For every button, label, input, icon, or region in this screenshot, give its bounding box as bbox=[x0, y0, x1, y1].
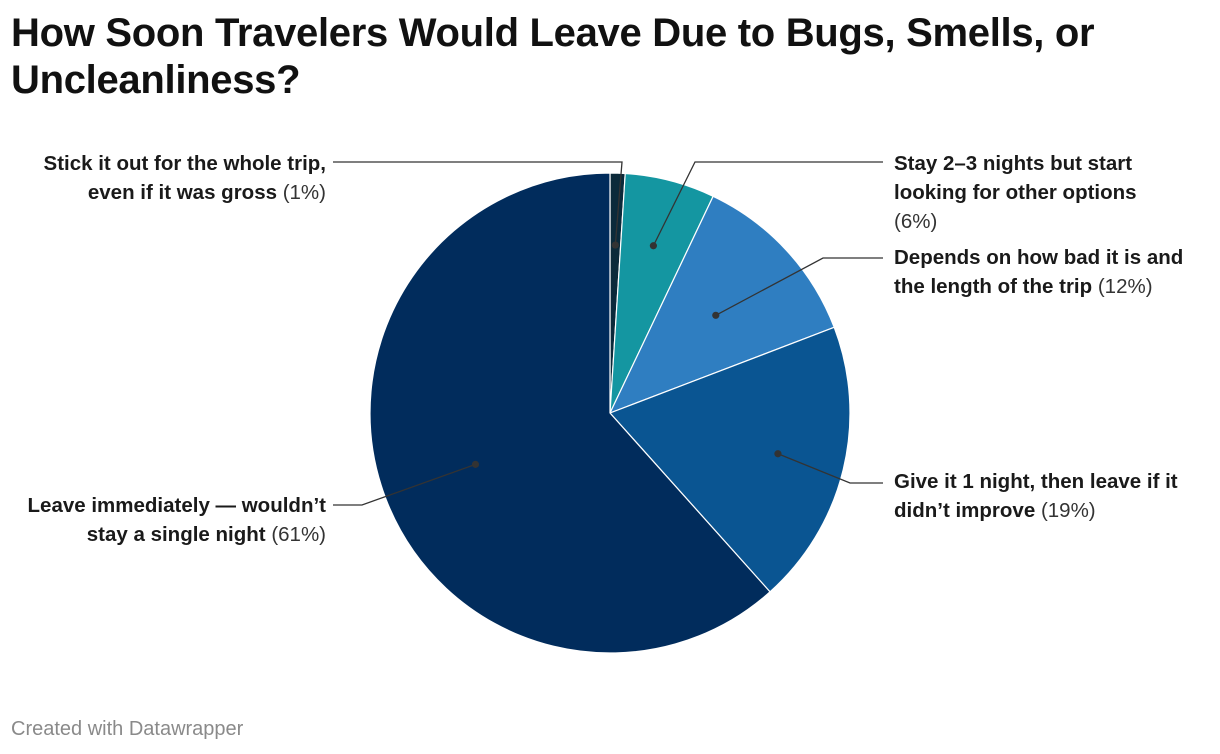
leader-dot-stay-2-3-nights bbox=[649, 242, 657, 250]
label-text: Depends on how bad it is and the length … bbox=[894, 246, 1184, 298]
label-leave-immediately: Leave immediately — wouldn’t stay a sing… bbox=[26, 491, 326, 549]
label-give-it-1-night: Give it 1 night, then leave if it didn’t… bbox=[894, 467, 1214, 525]
leader-dot-give-it-1-night bbox=[774, 450, 782, 458]
label-depends: Depends on how bad it is and the length … bbox=[894, 243, 1214, 301]
leader-dot-depends bbox=[712, 311, 720, 319]
leader-dot-stick-it-out bbox=[611, 241, 619, 249]
label-text: Give it 1 night, then leave if it didn’t… bbox=[894, 470, 1178, 522]
label-stay-2-3-nights: Stay 2–3 nights but start looking for ot… bbox=[894, 149, 1184, 236]
pie-slice-depends bbox=[609, 195, 835, 414]
pie-slice-leave-immediately bbox=[369, 172, 771, 654]
leader-line-depends bbox=[715, 257, 883, 316]
footer-credit: Created with Datawrapper bbox=[11, 718, 244, 740]
chart-title: How Soon Travelers Would Leave Due to Bu… bbox=[11, 11, 1095, 102]
leader-dot-leave-immediately bbox=[471, 460, 480, 468]
leader-line-stick-it-out bbox=[333, 161, 623, 246]
label-text: Leave immediately — wouldn’t stay a sing… bbox=[27, 494, 326, 546]
leader-line-give-it-1-night bbox=[777, 453, 883, 484]
label-stick-it-out: Stick it out for the whole trip, even if… bbox=[0, 149, 326, 207]
leader-line-stay-2-3-nights bbox=[652, 161, 883, 247]
label-text: Stay 2–3 nights but start looking for ot… bbox=[894, 152, 1137, 204]
pie-slice-give-it-1-night bbox=[609, 326, 851, 593]
label-text: Stick it out for the whole trip, even if… bbox=[43, 152, 326, 204]
leader-line-leave-immediately bbox=[333, 463, 476, 506]
label-percent: (19%) bbox=[1040, 499, 1096, 522]
label-percent: (6%) bbox=[894, 210, 938, 233]
label-percent: (61%) bbox=[271, 523, 326, 546]
label-percent: (1%) bbox=[282, 181, 326, 204]
label-percent: (12%) bbox=[1097, 275, 1153, 298]
